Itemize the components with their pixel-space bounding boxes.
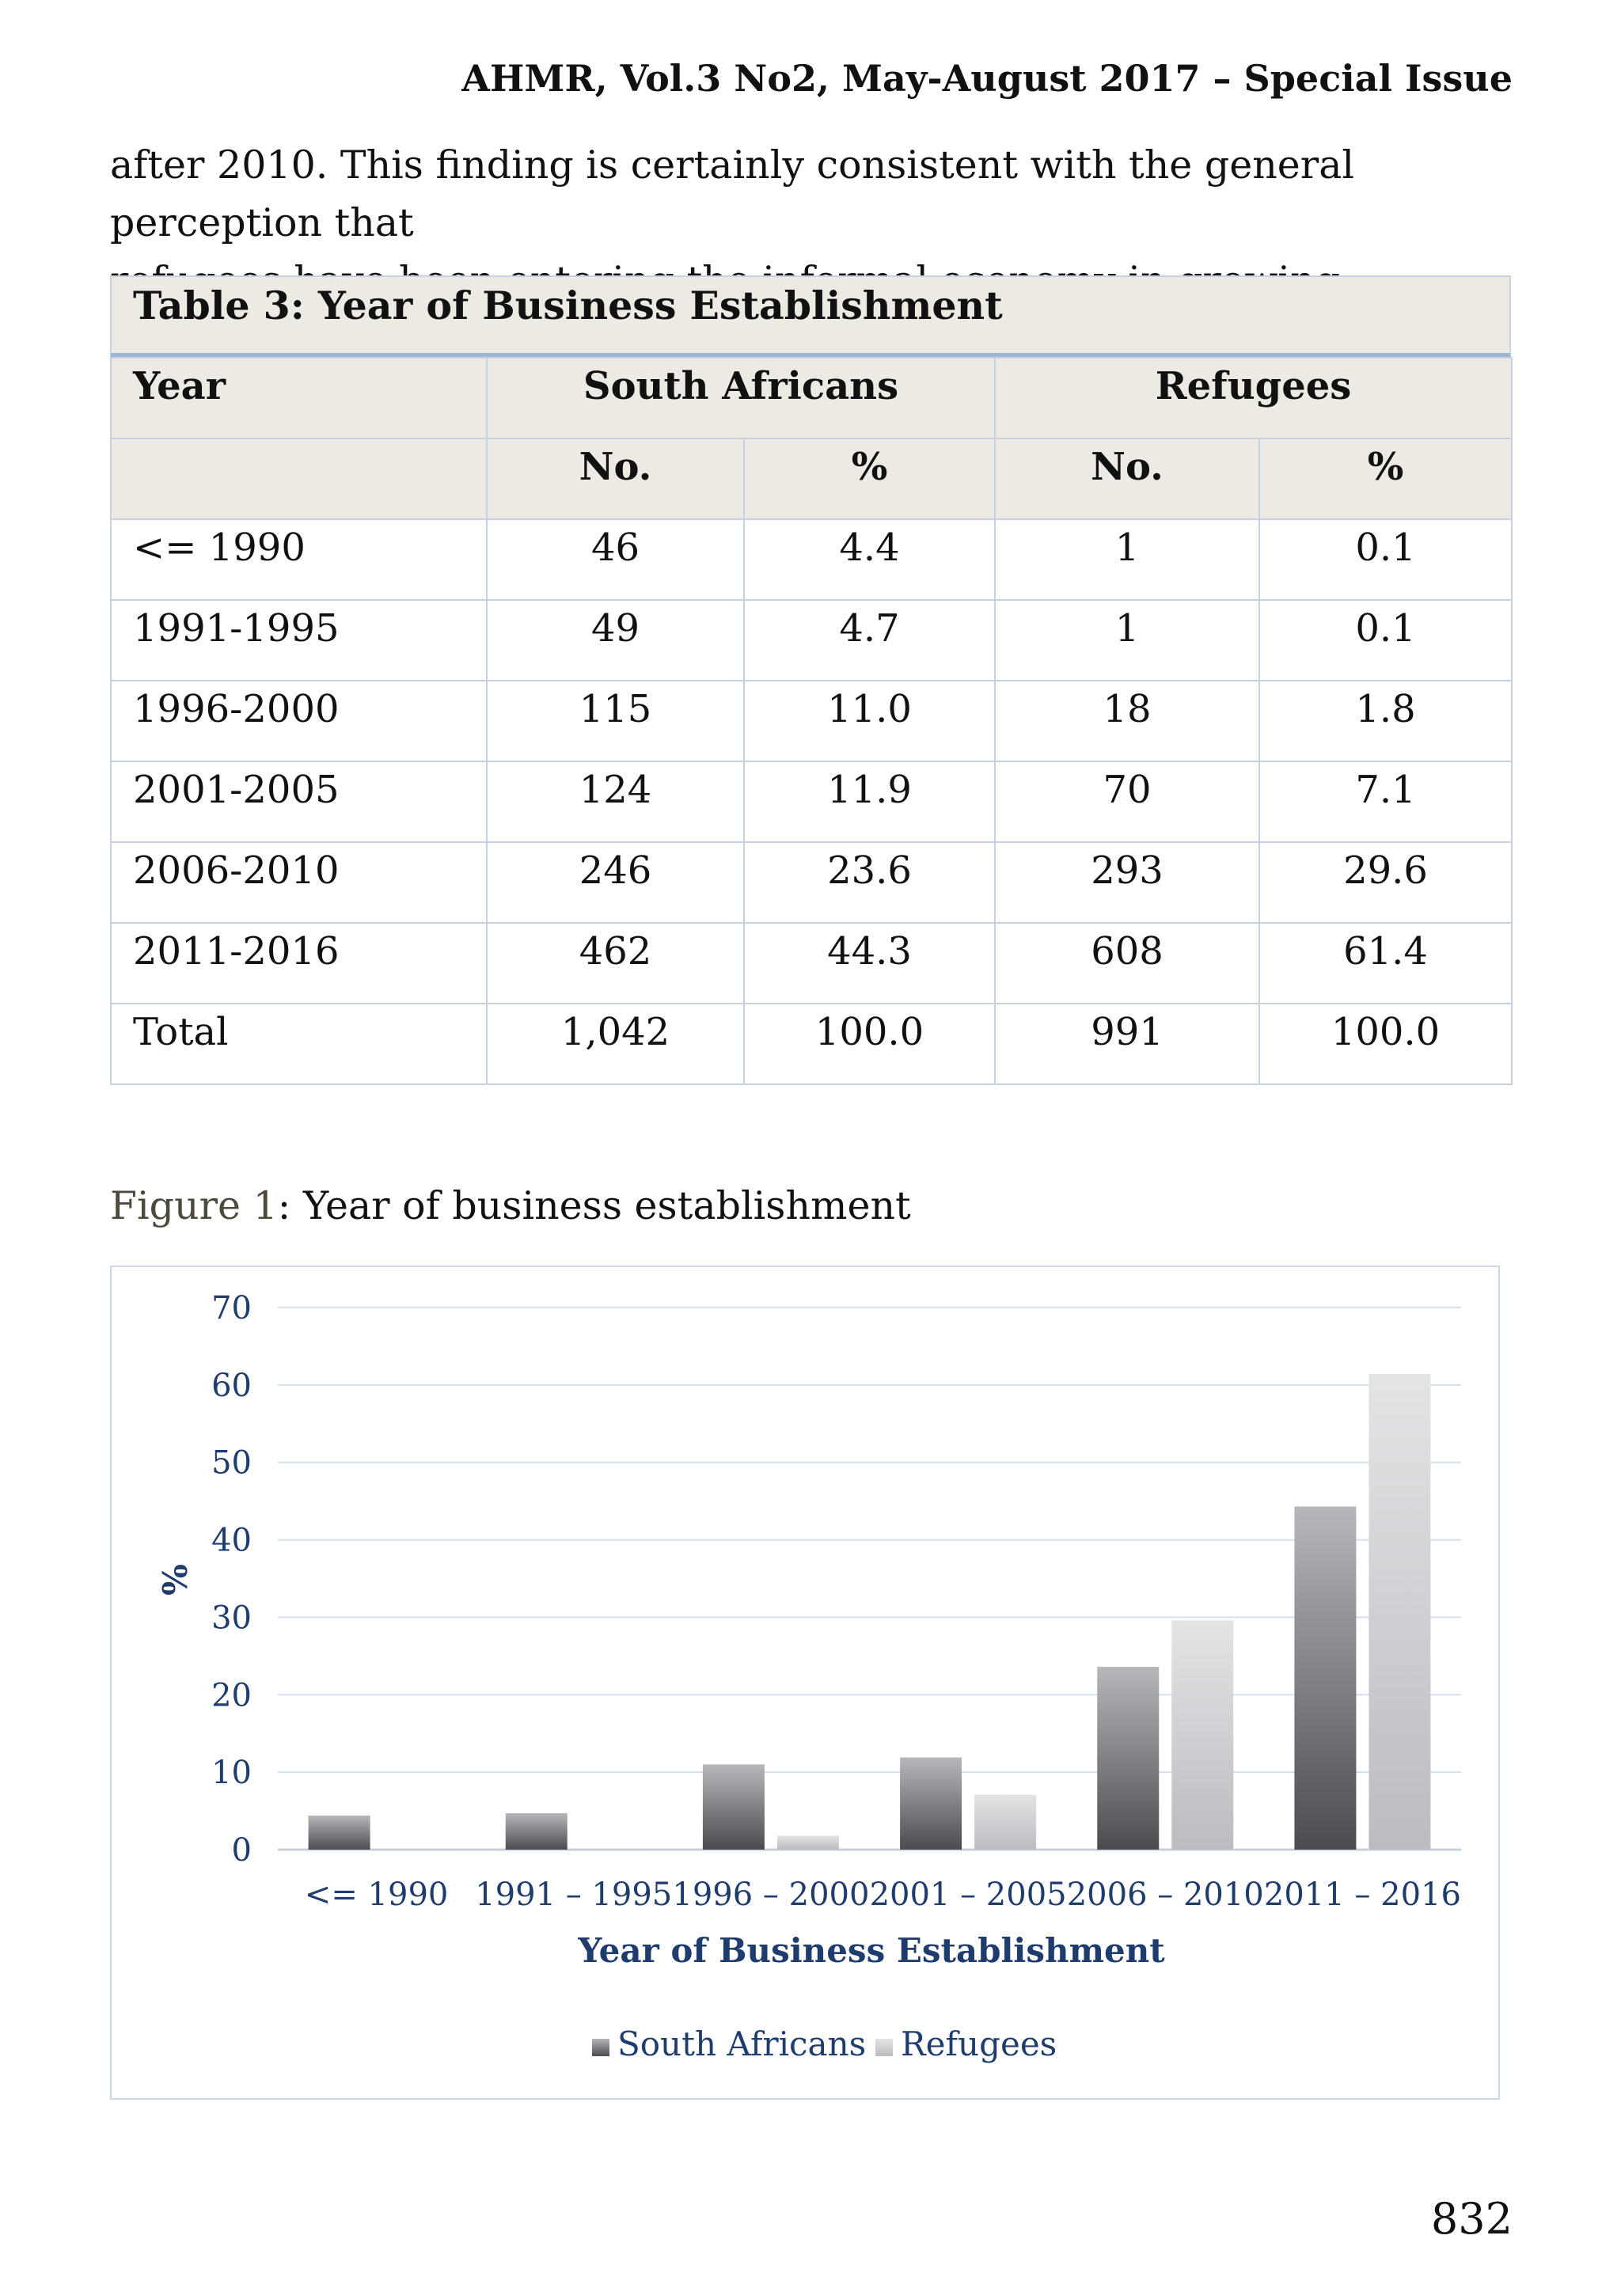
x-tick-label: 2006 – 2010 bbox=[1067, 1877, 1264, 1913]
cell-sa-no: 124 bbox=[486, 761, 745, 843]
cell-ref-pct: 100.0 bbox=[1258, 1003, 1513, 1085]
cell-sa-no: 49 bbox=[486, 599, 745, 681]
cell-sa-pct: 11.9 bbox=[743, 761, 996, 843]
y-tick-label: 70 bbox=[211, 1290, 252, 1326]
bars bbox=[308, 1374, 1431, 1850]
figure-title: : Year of business establishment bbox=[277, 1183, 911, 1228]
subheader-sa-no: No. bbox=[486, 438, 745, 520]
table-row: 2001-2005 124 11.9 70 7.1 bbox=[110, 761, 1513, 843]
bar-south-africans bbox=[702, 1764, 765, 1850]
x-tick-label: <= 1990 bbox=[305, 1877, 449, 1913]
table-row: 2011-2016 462 44.3 608 61.4 bbox=[110, 922, 1513, 1004]
table-row: <= 1990 46 4.4 1 0.1 bbox=[110, 518, 1513, 601]
cell-sa-pct: 100.0 bbox=[743, 1003, 996, 1085]
table-caption: Table 3: Year of Business Establishment bbox=[110, 275, 1511, 357]
legend-label-refugees: Refugees bbox=[901, 2025, 1057, 2063]
x-tick-label: 1996 – 2000 bbox=[672, 1877, 869, 1913]
cell-year: 2006-2010 bbox=[110, 841, 488, 924]
cell-year: 2001-2005 bbox=[110, 761, 488, 843]
table-row: 2006-2010 246 23.6 293 29.6 bbox=[110, 841, 1513, 924]
cell-sa-pct: 4.7 bbox=[743, 599, 996, 681]
subheader-ref-pct: % bbox=[1258, 438, 1513, 520]
y-tick-label: 40 bbox=[211, 1523, 252, 1559]
legend-label-south-africans: South Africans bbox=[617, 2025, 866, 2063]
x-tick-label: 2011 – 2016 bbox=[1264, 1877, 1461, 1913]
cell-sa-no: 115 bbox=[486, 680, 745, 762]
cell-year: 2011-2016 bbox=[110, 922, 488, 1004]
cell-ref-pct: 29.6 bbox=[1258, 841, 1513, 924]
figure-number: Figure 1 bbox=[110, 1183, 278, 1228]
figure-caption: Figure 1: Year of business establishment bbox=[110, 1183, 911, 1228]
bar-south-africans bbox=[308, 1815, 370, 1850]
bar-refugees bbox=[776, 1835, 839, 1850]
axis-labels: 0 10 20 30 40 50 60 70 <= 1990 1991 – 1995 1996 – … bbox=[211, 1290, 1461, 1913]
bar-south-africans bbox=[1294, 1506, 1357, 1850]
page-number: 832 bbox=[1430, 2194, 1513, 2244]
legend: South Africans Refugees bbox=[592, 2025, 1057, 2063]
legend-swatch-south-africans bbox=[592, 2039, 609, 2056]
gridlines bbox=[278, 1307, 1461, 1851]
cell-ref-no: 1 bbox=[994, 518, 1260, 601]
x-tick-label: 1991 – 1995 bbox=[475, 1877, 672, 1913]
header-refugees: Refugees bbox=[993, 357, 1513, 439]
cell-ref-no: 293 bbox=[994, 841, 1260, 924]
cell-ref-no: 991 bbox=[994, 1003, 1260, 1085]
subheader-empty bbox=[110, 438, 488, 520]
cell-ref-pct: 1.8 bbox=[1258, 680, 1513, 762]
header-year: Year bbox=[110, 357, 488, 439]
cell-sa-no: 1,042 bbox=[486, 1003, 745, 1085]
intro-line-1: after 2010. This finding is certainly co… bbox=[110, 142, 1355, 245]
y-tick-label: 60 bbox=[211, 1368, 252, 1404]
subheader-sa-pct: % bbox=[743, 438, 996, 520]
subheader-ref-no: No. bbox=[994, 438, 1260, 520]
cell-year: <= 1990 bbox=[110, 518, 488, 601]
data-table: Year South Africans Refugees No. % No. %… bbox=[110, 357, 1513, 1085]
y-tick-label: 50 bbox=[211, 1445, 252, 1482]
cell-ref-no: 18 bbox=[994, 680, 1260, 762]
cell-sa-pct: 11.0 bbox=[743, 680, 996, 762]
bar-refugees bbox=[1369, 1374, 1431, 1850]
cell-sa-pct: 44.3 bbox=[743, 922, 996, 1004]
cell-sa-pct: 4.4 bbox=[743, 518, 996, 601]
bar-refugees bbox=[1171, 1620, 1234, 1850]
y-tick-label: 20 bbox=[211, 1677, 252, 1713]
cell-sa-pct: 23.6 bbox=[743, 841, 996, 924]
cell-sa-no: 462 bbox=[486, 922, 745, 1004]
y-tick-label: 0 bbox=[232, 1832, 252, 1869]
bar-refugees bbox=[579, 1849, 642, 1850]
table-row: 1996-2000 115 11.0 18 1.8 bbox=[110, 680, 1513, 762]
bar-south-africans bbox=[1097, 1667, 1160, 1850]
y-axis-title: % bbox=[156, 1564, 195, 1596]
cell-ref-pct: 0.1 bbox=[1258, 518, 1513, 601]
cell-ref-pct: 7.1 bbox=[1258, 761, 1513, 843]
cell-ref-no: 70 bbox=[994, 761, 1260, 843]
cell-ref-no: 608 bbox=[994, 922, 1260, 1004]
y-tick-label: 10 bbox=[211, 1755, 252, 1791]
cell-year: 1991-1995 bbox=[110, 599, 488, 681]
y-tick-label: 30 bbox=[211, 1600, 252, 1636]
bar-south-africans bbox=[900, 1757, 962, 1850]
cell-ref-no: 1 bbox=[994, 599, 1260, 681]
cell-ref-pct: 0.1 bbox=[1258, 599, 1513, 681]
x-axis-title: Year of Business Establishment bbox=[577, 1931, 1165, 1970]
chart-svg: 0 10 20 30 40 50 60 70 <= 1990 1991 – 1995 1996 – … bbox=[156, 1290, 1461, 2063]
table-row-total: Total 1,042 100.0 991 100.0 bbox=[110, 1003, 1513, 1085]
legend-swatch-refugees bbox=[875, 2039, 893, 2056]
table-subheader-row: No. % No. % bbox=[110, 438, 1513, 520]
cell-sa-no: 46 bbox=[486, 518, 745, 601]
cell-sa-no: 246 bbox=[486, 841, 745, 924]
table-header-row: Year South Africans Refugees bbox=[110, 357, 1513, 439]
running-header: AHMR, Vol.3 No2, May-August 2017 – Speci… bbox=[461, 57, 1513, 100]
table-row: 1991-1995 49 4.7 1 0.1 bbox=[110, 599, 1513, 681]
bar-refugees bbox=[382, 1849, 445, 1850]
cell-year: 1996-2000 bbox=[110, 680, 488, 762]
bar-chart: 0 10 20 30 40 50 60 70 <= 1990 1991 – 1995 1996 – … bbox=[110, 1266, 1500, 2100]
bar-refugees bbox=[974, 1794, 1037, 1850]
header-south-africans: South Africans bbox=[486, 357, 996, 439]
cell-ref-pct: 61.4 bbox=[1258, 922, 1513, 1004]
bar-south-africans bbox=[505, 1813, 568, 1850]
table-3: Table 3: Year of Business Establishment … bbox=[110, 275, 1513, 1085]
x-tick-label: 2001 – 2005 bbox=[870, 1877, 1067, 1913]
cell-year: Total bbox=[110, 1003, 488, 1085]
